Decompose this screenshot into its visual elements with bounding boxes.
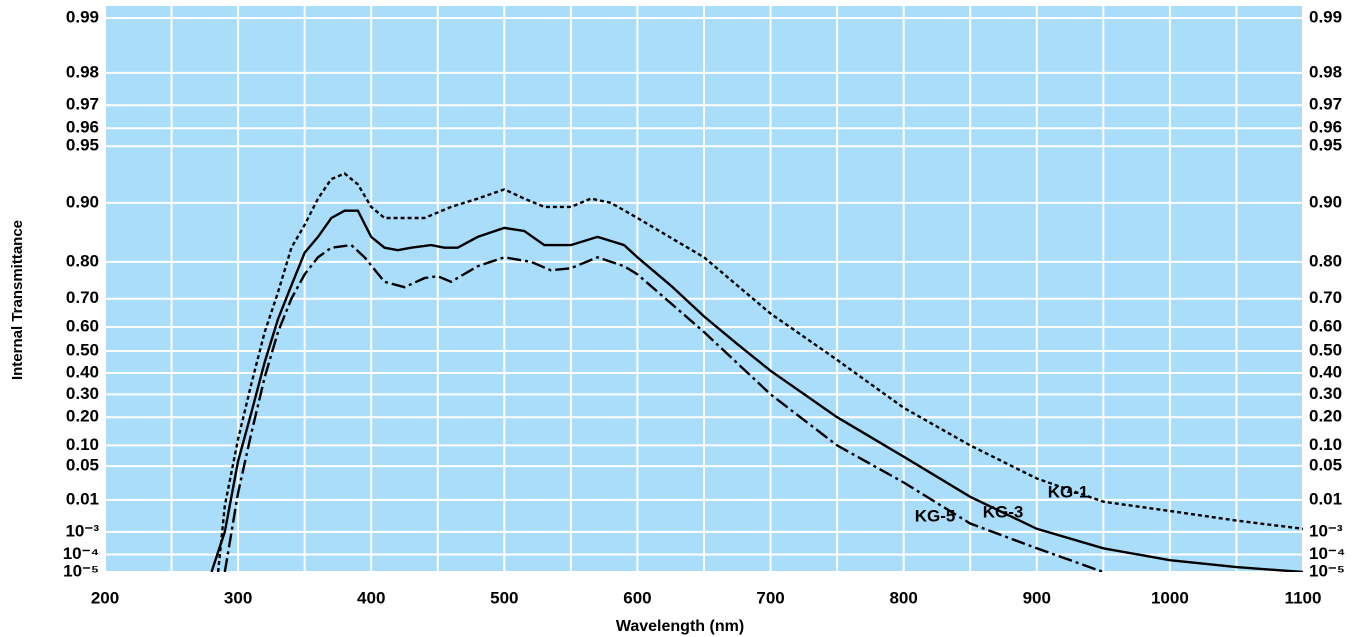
x-axis-title: Wavelength (nm) [616,618,744,635]
y-tick-label: 0.50 [66,340,99,359]
y2-tick-label: 0.99 [1309,7,1342,26]
y2-tick-label: 0.10 [1309,435,1342,454]
y-tick-label: 10⁻³ [65,521,99,540]
x-tick-label: 500 [490,588,518,607]
x-tick-label: 900 [1023,588,1051,607]
series-line [216,172,1303,572]
x-tick-label: 1000 [1151,588,1189,607]
series-line [223,243,1104,572]
y2-tick-label: 10⁻⁵ [1309,561,1345,580]
y2-tick-label: 0.60 [1309,316,1342,335]
y2-tick-label: 0.90 [1309,192,1342,211]
x-tick-label: 1100 [1285,588,1322,607]
y2-tick-label: 0.80 [1309,251,1342,270]
y2-tick-label: 0.96 [1309,118,1342,137]
y2-tick-label: 0.50 [1309,340,1342,359]
series-label: KG-3 [983,502,1024,521]
y-tick-label: 0.80 [66,251,99,270]
y-axis-title: Internal Transmittance [9,220,26,380]
y-tick-label: 0.30 [66,384,99,403]
series-label: KG-1 [1048,482,1089,501]
y-tick-label: 0.96 [66,118,99,137]
y-tick-label: 0.70 [66,288,99,307]
y-tick-label: 0.99 [66,7,99,26]
y2-tick-label: 0.95 [1309,136,1342,155]
y-tick-label: 0.60 [66,316,99,335]
y-tick-label: 0.10 [66,435,99,454]
y2-tick-label: 0.98 [1309,62,1342,81]
y-tick-label: 10⁻⁵ [63,561,99,580]
series-line [210,209,1303,572]
y2-tick-label: 10⁻³ [1309,521,1343,540]
y-tick-label: 0.95 [66,136,99,155]
y2-tick-label: 0.70 [1309,288,1342,307]
y-tick-label: 0.01 [66,489,99,508]
y-tick-label: 0.98 [66,62,99,81]
y-tick-label: 0.90 [66,192,99,211]
y-tick-label: 0.05 [66,456,99,475]
y-tick-label: 0.97 [66,95,99,114]
y2-tick-label: 0.30 [1309,384,1342,403]
y2-tick-label: 0.97 [1309,95,1342,114]
y2-tick-label: 0.01 [1309,489,1342,508]
y2-tick-label: 10⁻⁴ [1309,544,1345,563]
y-tick-label: 10⁻⁴ [63,544,99,563]
x-tick-label: 200 [91,588,119,607]
y2-tick-label: 0.40 [1309,362,1342,381]
y-tick-label: 0.40 [66,362,99,381]
series-label: KG-5 [915,506,956,525]
x-tick-label: 800 [889,588,917,607]
y2-tick-label: 0.20 [1309,407,1342,426]
x-tick-label: 600 [623,588,651,607]
x-tick-label: 700 [756,588,784,607]
y-tick-label: 0.20 [66,407,99,426]
x-tick-label: 400 [357,588,385,607]
y2-tick-label: 0.05 [1309,456,1342,475]
x-tick-label: 300 [224,588,252,607]
